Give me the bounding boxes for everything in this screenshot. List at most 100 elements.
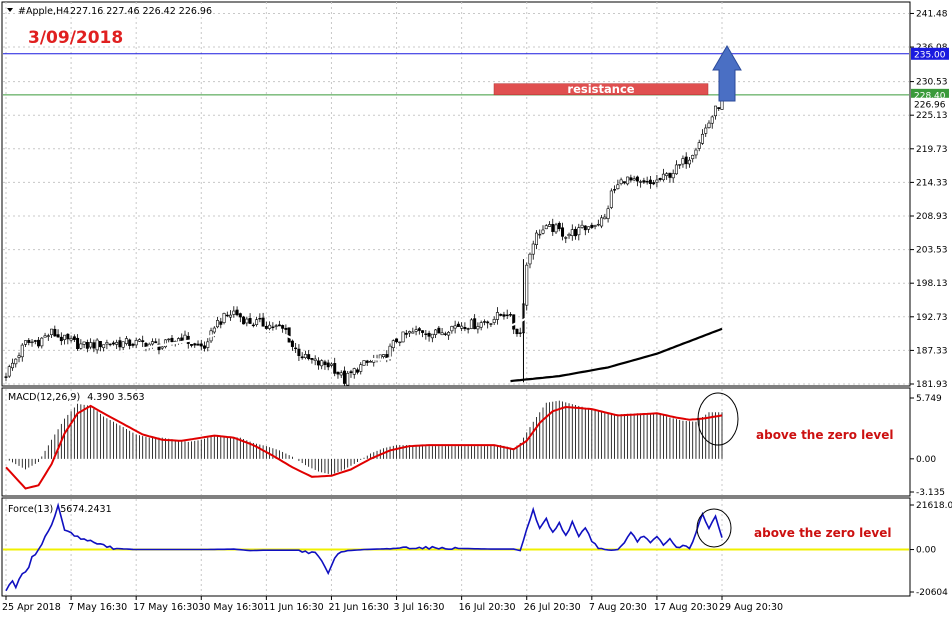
x-tick-label: 25 Apr 2018: [2, 602, 61, 613]
candle-body: [137, 339, 141, 342]
candle-body: [427, 332, 431, 337]
candle-body: [541, 229, 545, 234]
candle-body: [369, 361, 373, 363]
candle-body: [704, 127, 708, 134]
candle-body: [59, 336, 63, 342]
candle-body: [212, 327, 216, 333]
force-panel-frame: [1, 497, 911, 597]
macd-label: MACD(12,26,9) 4.390 3.563: [8, 392, 145, 403]
force-values: 5674.2431: [60, 504, 111, 515]
candle-body: [141, 340, 145, 343]
price-tick-label: 187.33: [916, 346, 948, 356]
candle-body: [596, 223, 600, 226]
candle-body: [564, 237, 568, 239]
candle-body: [180, 337, 184, 342]
candle-body: [479, 322, 483, 328]
candle-body: [290, 340, 294, 347]
candle-body: [674, 164, 678, 175]
candle-body: [37, 339, 41, 347]
price-tick-label: 241.48: [916, 9, 948, 19]
candle-body: [300, 356, 304, 359]
candle-body: [258, 317, 262, 320]
candle-body: [167, 338, 171, 341]
candle-body: [128, 339, 132, 346]
candle-body: [414, 329, 418, 332]
candle-body: [720, 100, 724, 110]
force-tick-label: 0.00: [916, 546, 936, 556]
candle-body: [525, 264, 529, 306]
candle-body: [193, 343, 197, 346]
candle-body: [652, 182, 656, 185]
price-panel-frame: [1, 1, 911, 387]
candle-body: [717, 107, 721, 109]
macd-tick-label: 5.749: [916, 394, 942, 404]
candle-body: [411, 331, 415, 334]
force-layer: [3, 502, 909, 592]
candle-body: [600, 217, 604, 227]
candle-body: [72, 336, 76, 340]
candle-body: [622, 181, 626, 184]
ma-fast-line: [70, 155, 723, 362]
candle-body: [154, 341, 158, 344]
candle-body: [548, 224, 552, 227]
candle-body: [609, 190, 613, 208]
candle-body: [69, 338, 73, 341]
candle-body: [7, 366, 11, 377]
x-tick-label: 29 Aug 20:30: [719, 602, 783, 613]
candle-body: [46, 335, 50, 337]
candle-body: [229, 314, 233, 318]
candle-body: [333, 363, 337, 374]
candle-body: [4, 376, 8, 378]
candle-body: [635, 176, 639, 182]
candle-body: [264, 325, 268, 329]
candle-body: [434, 329, 438, 335]
candle-body: [232, 310, 236, 315]
force-label: Force(13) 5674.2431: [8, 504, 112, 515]
candle-body: [248, 318, 252, 324]
candle-body: [421, 330, 425, 333]
candle-body: [261, 317, 265, 327]
candle-body: [297, 348, 301, 356]
x-tick-label: 7 May 16:30: [68, 602, 127, 613]
candle-body: [700, 133, 704, 144]
candle-body: [534, 232, 538, 245]
candle-body: [271, 326, 275, 329]
candle-body: [570, 229, 574, 236]
candle-body: [603, 216, 607, 220]
candle-body: [518, 332, 522, 334]
grid-layer: [3, 2, 909, 595]
candle-body: [329, 363, 333, 366]
candle-body: [590, 224, 594, 228]
candle-body: [684, 156, 688, 165]
candle-body: [554, 224, 558, 233]
candle-body: [528, 253, 532, 265]
candle-body: [307, 354, 311, 360]
candle-body: [691, 154, 695, 160]
macd-signal-line: [5, 404, 723, 490]
candle-body: [242, 316, 246, 325]
candle-body: [515, 328, 519, 335]
candle-body: [382, 354, 386, 358]
chart-date-annotation: 3/09/2018: [28, 28, 123, 48]
candle-body: [245, 318, 249, 324]
chart-menu-icon[interactable]: [7, 8, 13, 12]
candle-body: [395, 338, 399, 343]
candle-body: [456, 323, 460, 327]
x-tick-label: 16 Jul 20:30: [459, 602, 516, 613]
resistance-zone: [493, 83, 709, 96]
candle-body: [43, 335, 47, 338]
candle-body: [655, 179, 659, 183]
candle-body: [190, 344, 194, 346]
candle-body: [63, 334, 67, 341]
price-tag-current-bg: [911, 97, 949, 110]
candle-body: [277, 324, 281, 327]
price-tick-label: 203.53: [916, 246, 948, 256]
candle-body: [131, 343, 135, 346]
candle-body: [473, 318, 477, 330]
candle-body: [453, 325, 457, 329]
candle-body: [66, 333, 70, 340]
candle-body: [557, 222, 561, 230]
candle-body: [502, 314, 506, 317]
candle-body: [505, 314, 509, 317]
